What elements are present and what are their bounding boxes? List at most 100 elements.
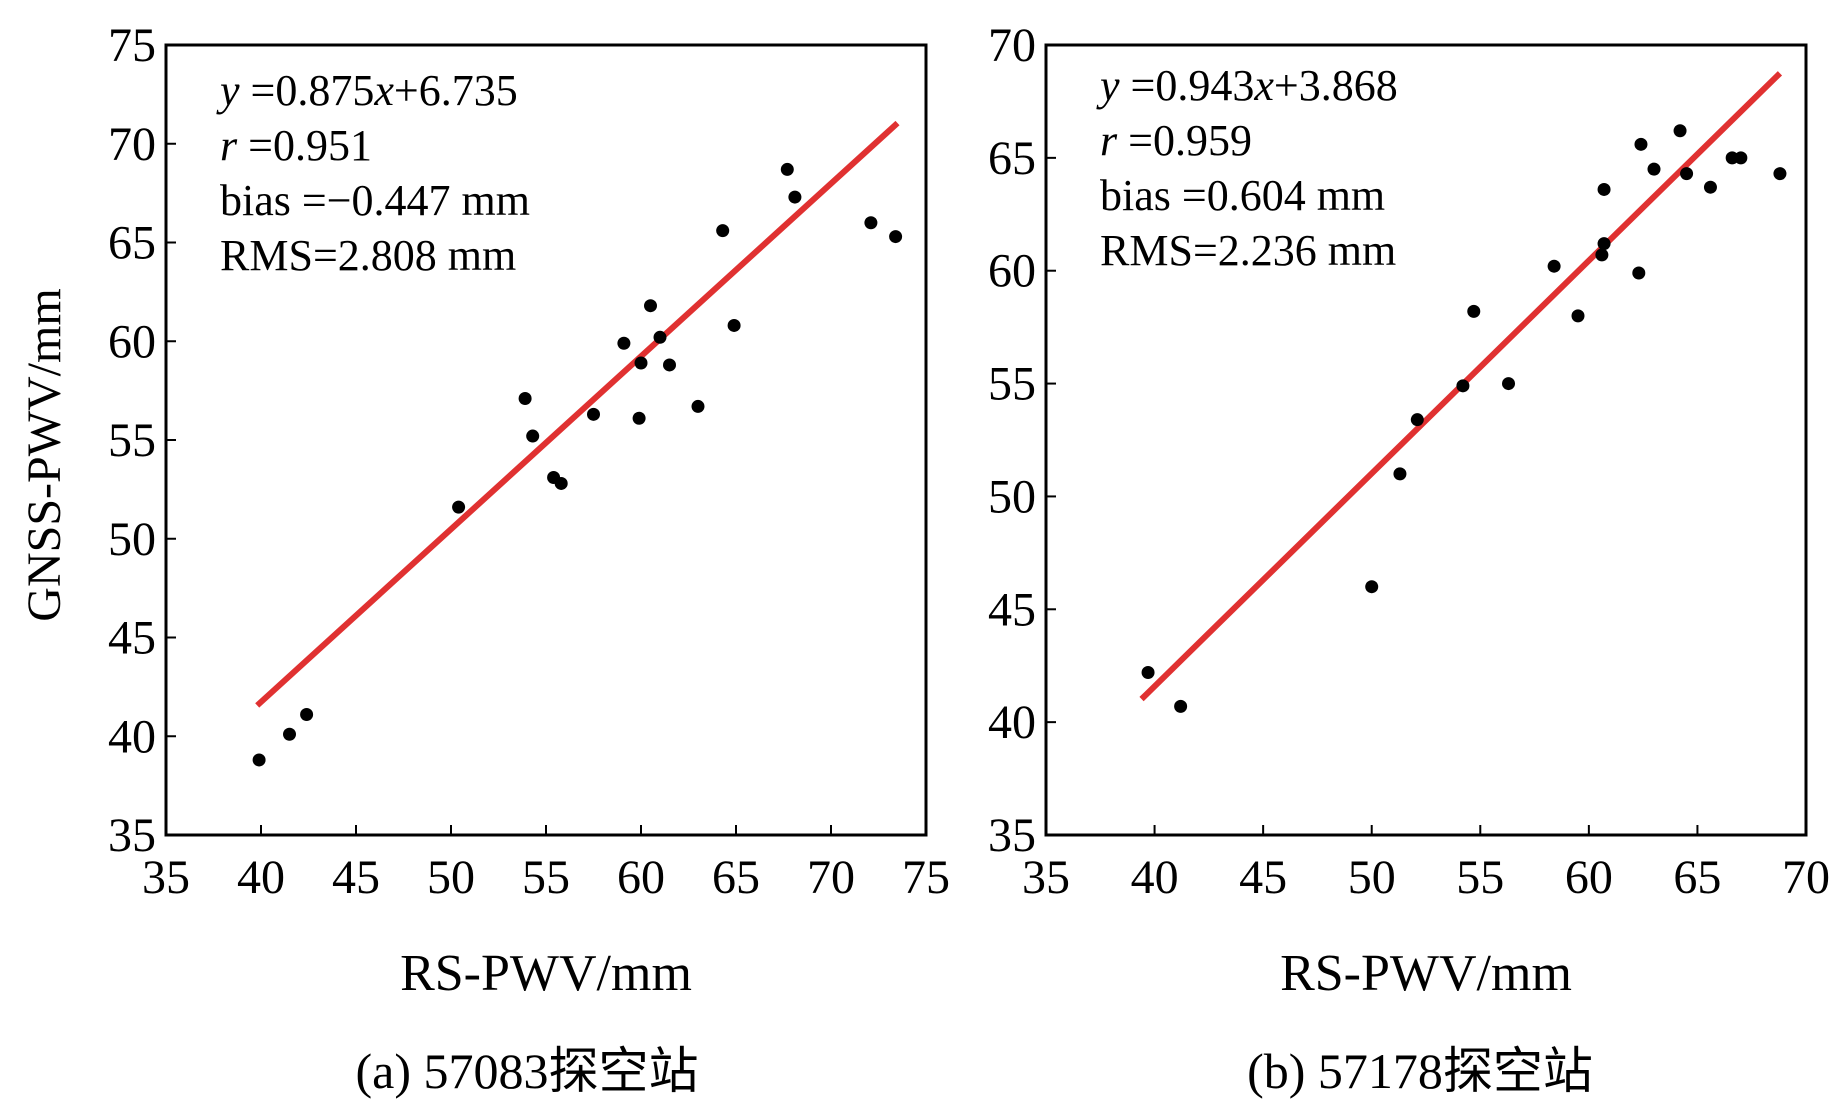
data-point-b-16 bbox=[1673, 124, 1687, 138]
x-tick-label-a-70: 70 bbox=[807, 851, 855, 904]
x-tick-label-b-65: 65 bbox=[1673, 851, 1721, 904]
data-point-b-21 bbox=[1773, 167, 1787, 181]
x-tick-label-b-45: 45 bbox=[1239, 851, 1287, 904]
y-tick-label-a-35: 35 bbox=[108, 809, 156, 862]
x-tick-label-a-75: 75 bbox=[902, 851, 950, 904]
x-tick-label-b-55: 55 bbox=[1456, 851, 1504, 904]
y-tick-label-a-65: 65 bbox=[108, 217, 156, 270]
data-point-a-3 bbox=[452, 500, 466, 514]
data-point-a-16 bbox=[716, 224, 730, 238]
data-point-a-10 bbox=[632, 411, 646, 425]
data-point-a-13 bbox=[653, 330, 667, 344]
data-point-b-11 bbox=[1597, 237, 1611, 251]
y-tick-label-a-55: 55 bbox=[108, 414, 156, 467]
data-point-b-7 bbox=[1502, 377, 1516, 391]
stat-line-a-3: RMS=2.808 mm bbox=[220, 231, 516, 280]
data-point-b-10 bbox=[1595, 248, 1609, 262]
x-tick-label-a-60: 60 bbox=[617, 851, 665, 904]
data-point-b-4 bbox=[1410, 413, 1424, 427]
y-tick-label-a-75: 75 bbox=[108, 19, 156, 72]
regression-line-a bbox=[255, 120, 900, 708]
stat-line-a-0: y =0.875x+6.735 bbox=[216, 66, 518, 115]
data-point-a-19 bbox=[788, 190, 802, 204]
y-tick-label-b-35: 35 bbox=[988, 809, 1036, 862]
stats-box-b: y =0.943x+3.868 r =0.959 bias =0.604 mm RMS… bbox=[1096, 61, 1398, 275]
x-tick-label-a-50: 50 bbox=[427, 851, 475, 904]
data-point-b-18 bbox=[1703, 180, 1717, 194]
y-axis-label: GNSS-PWV/mm bbox=[18, 288, 71, 621]
data-point-b-12 bbox=[1597, 182, 1611, 196]
data-point-a-20 bbox=[864, 216, 878, 230]
x-tick-label-b-60: 60 bbox=[1565, 851, 1613, 904]
data-point-b-8 bbox=[1547, 259, 1561, 273]
y-tick-label-a-40: 40 bbox=[108, 710, 156, 763]
y-tick-label-b-65: 65 bbox=[988, 132, 1036, 185]
data-point-b-14 bbox=[1634, 137, 1648, 151]
x-tick-label-b-40: 40 bbox=[1131, 851, 1179, 904]
data-point-a-2 bbox=[300, 708, 314, 722]
stat-line-b-2: bias =0.604 mm bbox=[1100, 171, 1385, 220]
y-tick-label-a-45: 45 bbox=[108, 612, 156, 665]
data-point-b-13 bbox=[1632, 266, 1646, 280]
y-tick-label-b-60: 60 bbox=[988, 245, 1036, 298]
data-point-a-14 bbox=[663, 358, 676, 372]
data-point-b-1 bbox=[1174, 699, 1188, 713]
data-point-b-0 bbox=[1141, 665, 1155, 679]
x-tick-label-a-45: 45 bbox=[332, 851, 380, 904]
data-point-a-7 bbox=[554, 476, 568, 490]
y-ticks-a: 35 40 45 50 55 60 65 70 75 bbox=[108, 19, 176, 862]
data-point-a-5 bbox=[526, 429, 540, 443]
data-point-b-20 bbox=[1734, 151, 1748, 165]
data-point-a-11 bbox=[634, 356, 648, 370]
data-point-b-3 bbox=[1393, 467, 1407, 481]
x-tick-label-b-35: 35 bbox=[1022, 851, 1070, 904]
data-point-a-21 bbox=[889, 230, 903, 244]
stat-line-b-1: r =0.959 bbox=[1100, 116, 1252, 165]
stat-line-b-0: y =0.943x+3.868 bbox=[1096, 61, 1398, 110]
data-point-b-2 bbox=[1365, 580, 1379, 594]
y-tick-label-a-60: 60 bbox=[108, 315, 156, 368]
data-point-a-12 bbox=[644, 299, 657, 313]
y-tick-label-a-70: 70 bbox=[108, 118, 156, 171]
x-tick-label-b-50: 50 bbox=[1348, 851, 1396, 904]
x-tick-label-b-70: 70 bbox=[1782, 851, 1830, 904]
stats-box-a: y =0.875x+6.735 r =0.951 bias =−0.447 mm RM… bbox=[216, 66, 530, 280]
data-point-b-5 bbox=[1456, 379, 1470, 393]
caption-a: (a) 57083探空站 bbox=[356, 1043, 699, 1099]
chart-panel-a: 35 40 45 50 55 60 65 70 75 35 40 45 50 55 60 65 70 75 y … bbox=[18, 19, 950, 1099]
data-point-b-9 bbox=[1571, 309, 1585, 323]
stat-line-b-3: RMS=2.236 mm bbox=[1100, 226, 1396, 275]
data-point-a-8 bbox=[587, 407, 600, 421]
y-tick-label-b-55: 55 bbox=[988, 358, 1036, 411]
x-tick-label-a-40: 40 bbox=[237, 851, 285, 904]
data-point-a-17 bbox=[727, 318, 741, 332]
data-point-b-6 bbox=[1467, 304, 1481, 318]
x-axis-label-b: RS-PWV/mm bbox=[1280, 945, 1572, 1002]
data-point-b-17 bbox=[1680, 167, 1694, 181]
points-a bbox=[252, 162, 903, 767]
plot-frame-b bbox=[1044, 43, 1808, 837]
y-ticks-b: 35 40 45 50 55 60 65 70 bbox=[988, 19, 1056, 862]
x-tick-label-a-65: 65 bbox=[712, 851, 760, 904]
x-ticks-a: 35 40 45 50 55 60 65 70 75 bbox=[142, 825, 950, 904]
y-tick-label-b-50: 50 bbox=[988, 470, 1036, 523]
data-point-a-18 bbox=[780, 162, 794, 176]
y-tick-label-b-40: 40 bbox=[988, 696, 1036, 749]
caption-b: (b) 57178探空站 bbox=[1247, 1043, 1593, 1099]
data-point-a-9 bbox=[617, 336, 631, 350]
y-tick-label-a-50: 50 bbox=[108, 513, 156, 566]
x-axis-label-a: RS-PWV/mm bbox=[400, 945, 692, 1002]
fit-layer-a bbox=[255, 120, 900, 708]
x-tick-label-a-35: 35 bbox=[142, 851, 190, 904]
points-b bbox=[1141, 124, 1787, 713]
chart-panel-b: 35 40 45 50 55 60 65 70 35 40 45 50 55 60 65 70 y =0.9… bbox=[988, 19, 1830, 1099]
data-point-a-4 bbox=[518, 392, 532, 406]
data-point-a-0 bbox=[252, 753, 266, 767]
data-point-a-1 bbox=[283, 727, 296, 741]
x-ticks-b: 35 40 45 50 55 60 65 70 bbox=[1022, 825, 1830, 904]
stat-line-a-1: r =0.951 bbox=[220, 121, 372, 170]
stat-line-a-2: bias =−0.447 mm bbox=[220, 176, 530, 225]
x-tick-label-a-55: 55 bbox=[522, 851, 570, 904]
data-point-a-15 bbox=[691, 399, 705, 413]
